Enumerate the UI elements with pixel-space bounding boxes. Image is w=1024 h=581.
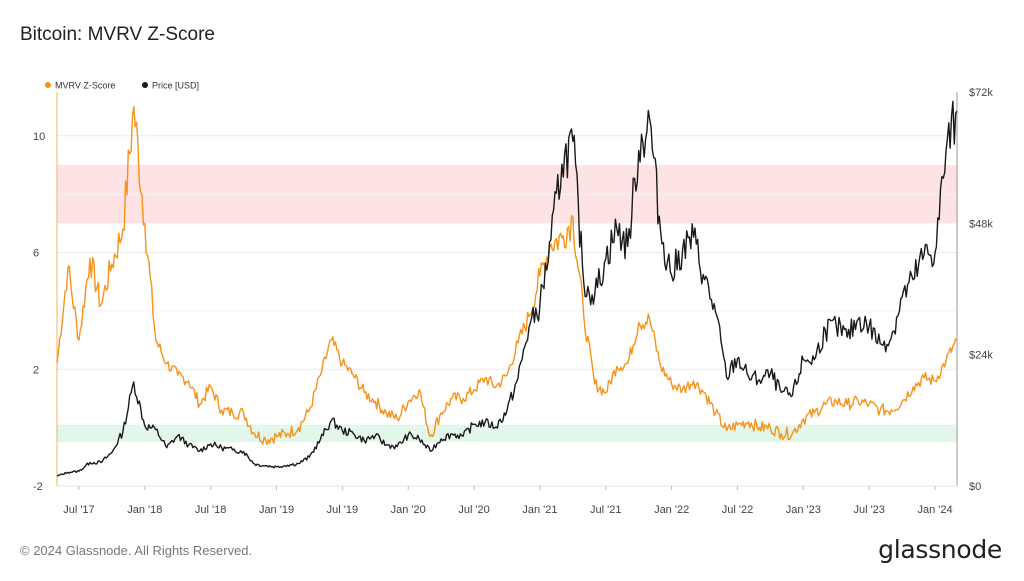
y-left-tick-label: 6 (33, 248, 39, 260)
x-tick-label: Jul '20 (458, 504, 489, 516)
x-tick-label: Jul '18 (195, 504, 226, 516)
x-tick-label: Jul '22 (722, 504, 753, 516)
legend: MVRV Z-Score Price [USD] (45, 81, 199, 91)
x-tick-label: Jul '23 (853, 504, 884, 516)
y-left-tick-label: 2 (33, 364, 39, 376)
x-tick-label: Jan '23 (786, 504, 821, 516)
series-lines (56, 100, 958, 477)
grid-lines (57, 135, 957, 487)
x-tick-label: Jul '17 (63, 504, 94, 516)
y-right-tick-label: $24k (969, 350, 993, 362)
price-usd-line (56, 100, 958, 477)
y-left-tick-label: 10 (33, 131, 45, 143)
x-tick-label: Jan '20 (391, 504, 426, 516)
x-tick-label: Jan '21 (522, 504, 557, 516)
price-legend-swatch (142, 82, 148, 88)
y-right-tick-label: $48k (969, 218, 993, 230)
mvrv-legend-label: MVRV Z-Score (55, 81, 115, 91)
y-right-tick-label: $72k (969, 87, 993, 99)
axes: -2 2 6 10 $0 $24k $48k $72k Jul '17 Jan '18 Jul '1… (33, 87, 993, 516)
chart-title: Bitcoin: MVRV Z-Score (20, 24, 215, 45)
mvrv-z-score-line (56, 105, 958, 445)
mvrv-legend-swatch (45, 82, 51, 88)
x-tick-label: Jul '21 (590, 504, 621, 516)
x-tick-label: Jan '24 (917, 504, 952, 516)
x-tick-label: Jan '19 (259, 504, 294, 516)
y-right-tick-label: $0 (969, 481, 981, 493)
y-left-tick-label: -2 (33, 481, 43, 493)
zone-bands (57, 164, 957, 443)
brand-logo: glassnode (878, 535, 1002, 564)
price-legend-label: Price [USD] (152, 81, 199, 91)
x-tick-label: Jan '22 (654, 504, 689, 516)
x-tick-label: Jan '18 (127, 504, 162, 516)
x-tick-label: Jul '19 (327, 504, 358, 516)
copyright-notice: © 2024 Glassnode. All Rights Reserved. (20, 543, 253, 558)
